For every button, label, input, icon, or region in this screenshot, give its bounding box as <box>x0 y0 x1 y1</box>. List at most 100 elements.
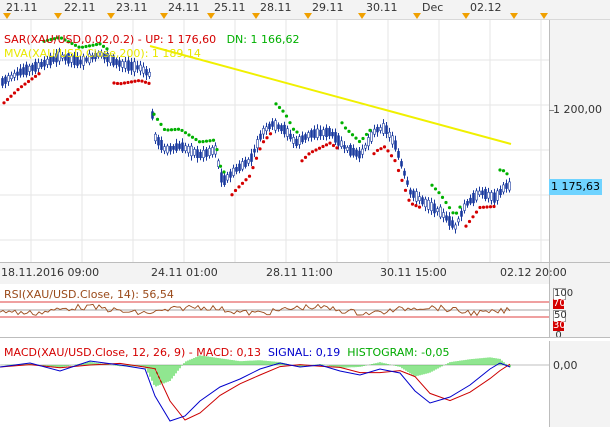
sar-dot-up <box>37 72 41 76</box>
sar-dot-down <box>458 205 462 209</box>
sar-dot-up <box>119 82 123 86</box>
candle-body <box>304 134 307 140</box>
candle-body <box>205 149 208 157</box>
time-axis-label: 18.11.2016 09:00 <box>1 266 100 279</box>
macd-axis[interactable] <box>549 341 610 427</box>
macd-pane[interactable] <box>0 341 549 427</box>
macd-legend: MACD(XAU/USD.Close, 12, 26, 9) - MACD: 0… <box>4 346 450 359</box>
event-marker-icon[interactable] <box>207 13 215 19</box>
candle-body <box>130 61 133 71</box>
candle-body <box>1 78 4 86</box>
sar-dot-up <box>467 219 472 224</box>
event-marker-icon[interactable] <box>413 13 421 19</box>
candle-body <box>250 153 253 162</box>
price-axis[interactable] <box>549 20 610 262</box>
sar-dot-down <box>197 140 202 144</box>
candle-body <box>316 128 319 138</box>
candle-body <box>121 61 124 68</box>
sar-dot-up <box>244 178 248 182</box>
event-marker-icon[interactable] <box>107 13 115 19</box>
candle-body <box>70 55 73 63</box>
top-axis-label: 28.11 <box>260 1 292 14</box>
sar-dot-up <box>129 80 134 84</box>
sar-dot-up <box>12 91 17 95</box>
candle-body <box>376 126 379 133</box>
event-marker-icon[interactable] <box>252 13 260 19</box>
candle-body <box>190 145 193 157</box>
rsi-pane[interactable] <box>0 284 549 337</box>
sar-dot-down <box>180 128 184 133</box>
candle-body <box>88 53 91 64</box>
candle-body <box>298 136 301 145</box>
event-marker-icon[interactable] <box>54 13 62 19</box>
candle-body <box>313 129 316 138</box>
candle-body <box>487 191 490 199</box>
sar-dot-up <box>386 149 390 153</box>
candle-body <box>388 131 391 138</box>
sar-dot-up <box>265 136 269 140</box>
candle-body <box>163 146 166 152</box>
candle-body <box>433 203 436 214</box>
candle-body <box>325 127 328 137</box>
candle-body <box>499 188 502 196</box>
candle-body <box>124 61 127 69</box>
sar-dot-down <box>440 195 445 199</box>
sar-dot-up <box>19 85 24 89</box>
sar-dot-down <box>218 164 223 168</box>
sar-dot-down <box>155 117 160 121</box>
sar-dot-down <box>437 191 441 195</box>
event-marker-icon[interactable] <box>3 13 11 19</box>
candle-body <box>454 224 457 230</box>
candle-body <box>358 150 361 159</box>
sar-dot-down <box>211 138 216 142</box>
candle-body <box>61 54 64 59</box>
sar-dot-down <box>433 187 438 191</box>
candle-body <box>349 145 352 156</box>
candle-body <box>94 52 97 60</box>
candle-body <box>7 75 10 82</box>
candle-body <box>184 145 187 152</box>
sar-dot-up <box>335 146 339 150</box>
sar-dot-up <box>389 154 394 158</box>
top-axis-label: 02.12 <box>470 1 502 14</box>
event-marker-icon[interactable] <box>358 13 366 19</box>
candle-body <box>265 126 268 132</box>
candle-body <box>289 133 292 140</box>
candle-body <box>394 140 397 150</box>
candle-body <box>367 137 370 147</box>
candle-body <box>154 133 157 142</box>
sar-dot-up <box>414 204 418 208</box>
event-marker-icon[interactable] <box>510 13 518 19</box>
sar-dot-up <box>393 159 397 163</box>
top-axis-label: Dec <box>422 1 444 14</box>
sar-dot-up <box>143 80 148 84</box>
rsi-level-label: 30 <box>553 320 566 331</box>
sar-dot-up <box>382 145 387 149</box>
candle-body <box>238 163 241 171</box>
sar-dot-up <box>233 188 238 193</box>
sar-dot-down <box>159 122 163 126</box>
sar-dot-down <box>451 211 455 215</box>
event-marker-icon[interactable] <box>304 13 312 19</box>
candle-body <box>334 132 337 143</box>
candle-body <box>235 166 238 172</box>
sar-dot-up <box>2 101 6 105</box>
macd-legend-signal: SIGNAL: 0,19 <box>267 346 341 359</box>
event-marker-icon[interactable] <box>462 13 470 19</box>
sar-dot-down <box>66 40 71 44</box>
sar-dot-up <box>251 166 255 170</box>
sar-legend-prefix: SAR(XAU/USD,0.02,0.2) - <box>4 33 146 46</box>
candle-body <box>481 190 484 196</box>
event-marker-icon[interactable] <box>540 13 548 19</box>
candle-body <box>148 71 151 77</box>
candle-body <box>91 55 94 60</box>
event-marker-icon[interactable] <box>160 13 168 19</box>
candle-body <box>277 124 280 130</box>
sar-dot-down <box>208 139 212 143</box>
sar-dot-down <box>194 137 198 142</box>
top-axis-label: 30.11 <box>366 1 398 14</box>
sar-dot-up <box>140 79 144 83</box>
sar-dot-down <box>430 183 434 187</box>
candle-body <box>361 148 364 155</box>
sar-dot-down <box>498 168 502 172</box>
